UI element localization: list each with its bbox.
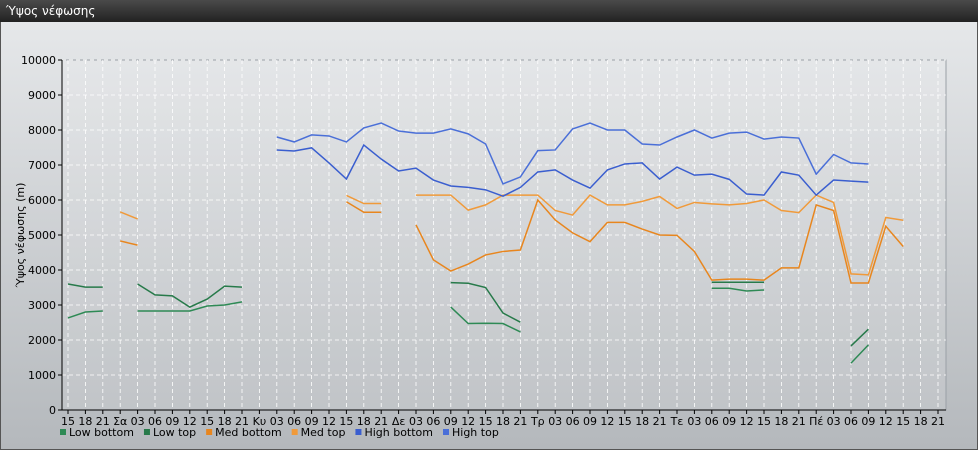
x-tick-label: 18 (357, 415, 371, 428)
x-tick-label: 12 (461, 415, 475, 428)
series-line (276, 143, 869, 197)
plot-area: 0 1000 2000 3000 4000 5000 6000 7000 8000 9000 100… (21, 54, 947, 428)
x-tick-label: 09 (861, 415, 875, 428)
series-line (67, 287, 869, 364)
x-tick-label: Σα (113, 415, 127, 428)
x-tick-label: 06 (566, 415, 580, 428)
x-tick-label: 21 (374, 415, 388, 428)
x-tick-label: 09 (444, 415, 458, 428)
x-tick-label: 06 (148, 415, 162, 428)
y-axis-label: Ύψος νέφωσης (m) (14, 183, 27, 289)
y-tick-label: 0 (49, 404, 56, 417)
legend-label: High top (452, 426, 499, 439)
series-line (276, 122, 869, 185)
y-tick-label: 7000 (28, 159, 56, 172)
x-tick-label: 18 (914, 415, 928, 428)
y-tick-label: 10000 (21, 54, 56, 67)
x-tick-label: 15 (896, 415, 910, 428)
x-tick-label: 06 (426, 415, 440, 428)
x-tick-label: 12 (879, 415, 893, 428)
legend-swatch (291, 429, 298, 435)
legend-label: Med bottom (215, 426, 282, 439)
x-tick-label: 12 (740, 415, 754, 428)
x-tick-label: 09 (583, 415, 597, 428)
x-tick-label: Κυ (253, 415, 267, 428)
x-tick-label: 15 (61, 415, 75, 428)
x-tick-label: 06 (287, 415, 301, 428)
y-tick-label: 4000 (28, 264, 56, 277)
y-tick-label: 3000 (28, 299, 56, 312)
y-tick-label: 6000 (28, 194, 56, 207)
x-tick-label: 12 (600, 415, 614, 428)
x-tick-label: 09 (722, 415, 736, 428)
x-tick-label: 18 (218, 415, 232, 428)
x-tick-label: 06 (844, 415, 858, 428)
x-tick-label: 06 (705, 415, 719, 428)
legend-label: Med top (301, 426, 346, 439)
legend-label: Low bottom (69, 426, 134, 439)
x-tick-label: Τε (670, 415, 684, 428)
x-tick-label: 12 (322, 415, 336, 428)
series-line (119, 194, 904, 276)
x-tick-label: 03 (687, 415, 701, 428)
x-tick-label: 21 (931, 415, 945, 428)
x-tick-label: 15 (479, 415, 493, 428)
x-tick-label: 21 (96, 415, 110, 428)
x-tick-label: 18 (774, 415, 788, 428)
x-tick-label: 15 (618, 415, 632, 428)
x-tick-label: 03 (548, 415, 562, 428)
x-tick-label: 21 (653, 415, 667, 428)
x-tick-label: 09 (165, 415, 179, 428)
x-tick-label: Δε (392, 415, 406, 428)
y-tick-label: 8000 (28, 124, 56, 137)
legend-label: Low top (153, 426, 196, 439)
legend-label: High bottom (364, 426, 433, 439)
x-tick-label: Τρ (530, 415, 545, 428)
x-tick-label: 03 (270, 415, 284, 428)
x-tick-label: 21 (513, 415, 527, 428)
series-line (120, 198, 904, 284)
x-tick-label: 09 (305, 415, 319, 428)
x-tick-label: 18 (78, 415, 92, 428)
legend-swatch (355, 429, 362, 435)
series-line (67, 281, 869, 347)
x-tick-label: 18 (635, 415, 649, 428)
x-tick-label: 15 (200, 415, 214, 428)
x-tick-label: 18 (496, 415, 510, 428)
title-bar (0, 0, 978, 22)
legend-swatch (443, 429, 449, 435)
x-tick-label: 03 (131, 415, 145, 428)
x-tick-label: 03 (409, 415, 423, 428)
x-tick-label: Πέ (809, 415, 823, 428)
x-tick-label: 03 (827, 415, 841, 428)
legend-swatch (60, 429, 66, 435)
x-tick-label: 21 (792, 415, 806, 428)
x-tick-label: 15 (757, 415, 771, 428)
y-tick-label: 1000 (28, 369, 56, 382)
legend-swatch (206, 429, 213, 435)
chart-title: Ύψος νέφωσης (5, 4, 95, 18)
legend-swatch (143, 429, 150, 435)
x-tick-label: 15 (339, 415, 353, 428)
y-tick-label: 9000 (28, 89, 56, 102)
x-tick-label: 21 (235, 415, 249, 428)
x-tick-label: 12 (183, 415, 197, 428)
y-tick-label: 5000 (28, 229, 56, 242)
y-tick-label: 2000 (28, 334, 56, 347)
